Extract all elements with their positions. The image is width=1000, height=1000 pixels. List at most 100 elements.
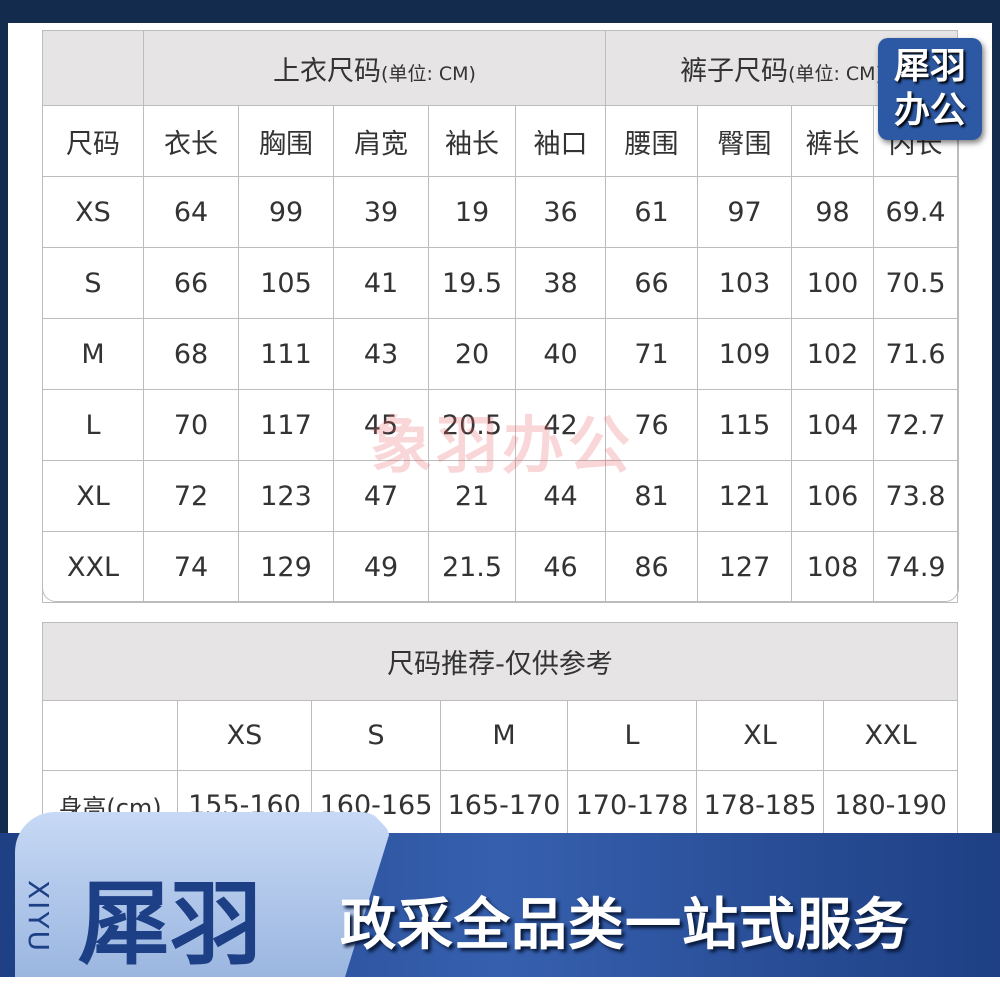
column-header: 腰围 [605, 105, 699, 177]
top-size-title: 上衣尺码 [273, 55, 382, 87]
value-cell: 97 [697, 176, 793, 248]
value-cell: 105 [238, 247, 334, 319]
value-cell: 127 [697, 531, 793, 603]
value-cell: 115 [697, 389, 793, 461]
size-cell: XS [42, 176, 144, 248]
value-cell: 66 [605, 247, 699, 319]
value-cell: 100 [791, 247, 875, 319]
value-cell: 36 [514, 176, 607, 248]
size-cell: XL [42, 460, 144, 532]
value-cell: 69.4 [873, 176, 959, 248]
value-cell: 70.5 [873, 247, 959, 319]
value-cell: 111 [238, 318, 334, 390]
brand-name: 犀羽 [78, 871, 263, 978]
value-cell: 98 [791, 176, 875, 248]
column-header: 臀围 [697, 105, 793, 177]
size-cell: M [42, 318, 144, 390]
value-cell: 108 [791, 531, 875, 603]
value-cell: 44 [514, 460, 607, 532]
column-header: 尺码 [42, 105, 144, 177]
size-cell: S [311, 700, 441, 771]
value-cell: 21 [428, 460, 516, 532]
value-cell: 70 [143, 389, 239, 461]
height-cell: 165-170 [440, 770, 568, 841]
brand-tab [15, 812, 390, 977]
value-cell: 71.6 [873, 318, 959, 390]
pants-unit: (单位: CM) [788, 62, 883, 85]
table-row: XXL 74 129 49 21.5 46 86 127 108 74.9 [42, 531, 959, 603]
size-cell: XXL [42, 531, 144, 603]
value-cell: 42 [514, 389, 607, 461]
value-cell: 49 [333, 531, 429, 603]
value-cell: 86 [605, 531, 699, 603]
height-cell: 180-190 [822, 770, 959, 841]
size-chart-table: 上衣尺码(单位: CM) 裤子尺码(单位: CM) 尺码 衣长 胸围 肩宽 袖长 袖口 腰围… [42, 30, 959, 603]
logo-badge-text: 犀羽办公 [893, 45, 966, 131]
value-cell: 129 [238, 531, 334, 603]
table-row: M 68 111 43 20 40 71 109 102 71.6 [42, 318, 959, 390]
height-cell: 178-185 [696, 770, 824, 841]
pants-size-title: 裤子尺码 [680, 55, 789, 87]
size-cell: L [42, 389, 144, 461]
value-cell: 99 [238, 176, 334, 248]
value-cell: 68 [143, 318, 239, 390]
table-row: L 70 117 45 20.5 42 76 115 104 72.7 [42, 389, 959, 461]
value-cell: 102 [791, 318, 875, 390]
logo-badge: 犀羽办公 [878, 38, 982, 140]
slogan: 政采全品类一站式服务 [340, 893, 910, 958]
height-cell: 170-178 [567, 770, 697, 841]
value-cell: 73.8 [873, 460, 959, 532]
value-cell: 74.9 [873, 531, 959, 603]
value-cell: 47 [333, 460, 429, 532]
corner-cell [42, 30, 144, 106]
value-cell: 104 [791, 389, 875, 461]
recommend-title: 尺码推荐-仅供参考 [41, 622, 959, 701]
value-cell: 72.7 [873, 389, 959, 461]
size-cell: XXL [822, 700, 959, 771]
value-cell: 43 [333, 318, 429, 390]
size-cell: XS [177, 700, 312, 771]
size-cell: M [440, 700, 568, 771]
value-cell: 123 [238, 460, 334, 532]
table-row: S 66 105 41 19.5 38 66 103 100 70.5 [42, 247, 959, 319]
value-cell: 46 [514, 531, 607, 603]
value-cell: 39 [333, 176, 429, 248]
table-row: XL 72 123 47 21 44 81 121 106 73.8 [42, 460, 959, 532]
value-cell: 109 [697, 318, 793, 390]
column-header: 袖长 [428, 105, 516, 177]
value-cell: 40 [514, 318, 607, 390]
value-cell: 61 [605, 176, 699, 248]
value-cell: 71 [605, 318, 699, 390]
value-cell: 20 [428, 318, 516, 390]
value-cell: 74 [143, 531, 239, 603]
size-cell: S [42, 247, 144, 319]
value-cell: 72 [143, 460, 239, 532]
column-header: 裤长 [791, 105, 875, 177]
size-cell: XL [696, 700, 824, 771]
value-cell: 106 [791, 460, 875, 532]
value-cell: 38 [514, 247, 607, 319]
size-cell: L [567, 700, 697, 771]
value-cell: 21.5 [428, 531, 516, 603]
value-cell: 19.5 [428, 247, 516, 319]
top-unit: (单位: CM) [381, 62, 476, 85]
table-row: XS 64 99 39 19 36 61 97 98 69.4 [42, 176, 959, 248]
column-header: 袖口 [514, 105, 607, 177]
column-header: 胸围 [238, 105, 334, 177]
column-header: 衣长 [143, 105, 239, 177]
value-cell: 117 [238, 389, 334, 461]
value-cell: 66 [143, 247, 239, 319]
value-cell: 20.5 [428, 389, 516, 461]
value-cell: 103 [697, 247, 793, 319]
brand-latin: XIYU [22, 880, 55, 954]
value-cell: 41 [333, 247, 429, 319]
size-recommendation-table: 尺码推荐-仅供参考 XS S M L XL XXL 身高(cm) 155-160 160-16… [41, 622, 959, 841]
corner-cell [42, 700, 178, 771]
value-cell: 121 [697, 460, 793, 532]
top-size-header: 上衣尺码(单位: CM) [142, 30, 607, 106]
value-cell: 45 [333, 389, 429, 461]
value-cell: 64 [143, 176, 239, 248]
column-header: 肩宽 [333, 105, 429, 177]
value-cell: 19 [428, 176, 516, 248]
watermark: 象羽办公 [370, 409, 635, 482]
